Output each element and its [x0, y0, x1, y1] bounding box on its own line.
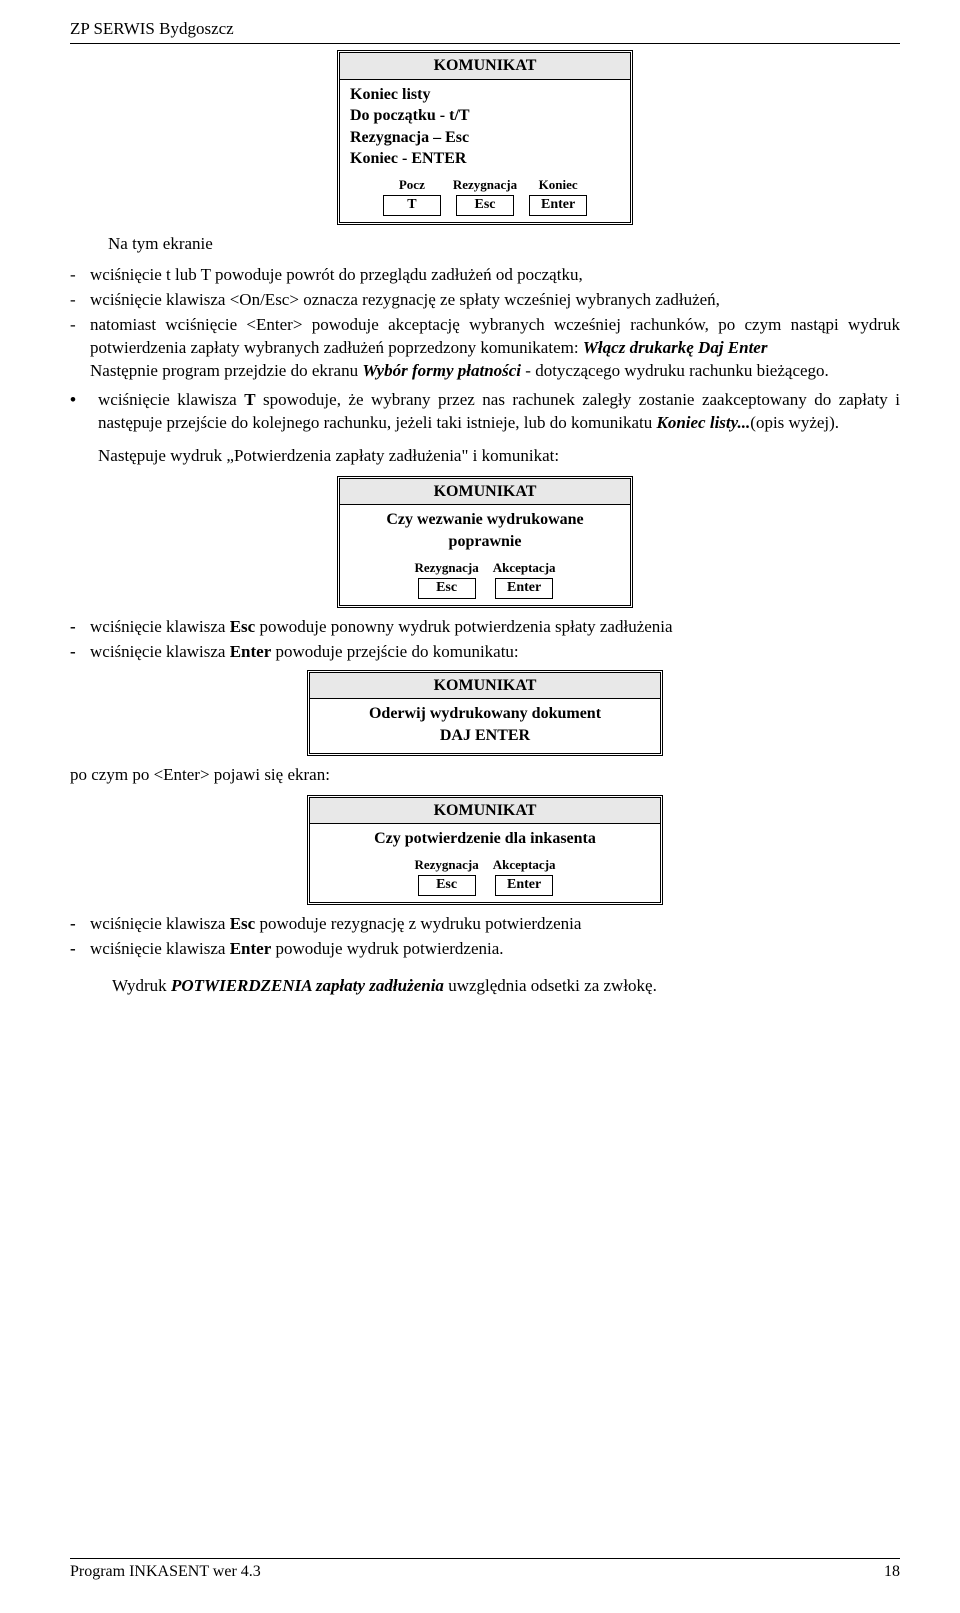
box2-line1: Czy wezwanie wydrukowane — [350, 509, 620, 531]
dash: - — [70, 913, 90, 936]
komunikat-box-3: KOMUNIKAT Oderwij wydrukowany dokument D… — [307, 670, 663, 756]
para-nastepuje-wydruk: Następuje wydruk „Potwierdzenia zapłaty … — [98, 445, 900, 468]
box3-line2: DAJ ENTER — [320, 725, 650, 747]
footer-page-number: 18 — [884, 1561, 900, 1583]
komunikat-2-title: KOMUNIKAT — [340, 479, 630, 506]
s4-list-item-1: wciśnięcie klawisza Esc powoduje rezygna… — [90, 913, 900, 936]
box4-btn1-label: Rezygnacja — [414, 856, 478, 874]
box1-line3: Rezygnacja – Esc — [350, 127, 620, 149]
box1-btn2-key: Esc — [456, 195, 514, 216]
footer-left: Program INKASENT wer 4.3 — [70, 1561, 261, 1583]
box4-btn1-key: Esc — [418, 875, 476, 896]
list-item-1: wciśnięcie t lub T powoduje powrót do pr… — [90, 264, 900, 287]
bullet-dot: • — [70, 389, 98, 435]
box4-btn2-label: Akceptacja — [493, 856, 556, 874]
box4-line1: Czy potwierdzenie dla inkasenta — [320, 828, 650, 850]
list-item-3: natomiast wciśnięcie <Enter> powoduje ak… — [90, 314, 900, 383]
komunikat-4-title: KOMUNIKAT — [310, 798, 660, 825]
box2-btn1-key: Esc — [418, 578, 476, 599]
dash: - — [70, 314, 90, 383]
dash: - — [70, 289, 90, 312]
dash: - — [70, 938, 90, 961]
list-item-2: wciśnięcie klawisza <On/Esc> oznacza rez… — [90, 289, 900, 312]
para-na-tym-ekranie: Na tym ekranie — [108, 233, 900, 256]
box1-line2: Do początku - t/T — [350, 105, 620, 127]
s2-list-item-2: wciśnięcie klawisza Enter powoduje przej… — [90, 641, 900, 664]
box1-line4: Koniec - ENTER — [350, 148, 620, 170]
s4-list-item-2: wciśnięcie klawisza Enter powoduje wydru… — [90, 938, 900, 961]
komunikat-box-2: KOMUNIKAT Czy wezwanie wydrukowane popra… — [337, 476, 633, 608]
box2-line2: poprawnie — [350, 531, 620, 553]
box2-btn2-key: Enter — [495, 578, 553, 599]
bullet-paragraph: wciśnięcie klawisza T spowoduje, że wybr… — [98, 389, 900, 435]
box1-btn3-key: Enter — [529, 195, 587, 216]
para-po-czym: po czym po <Enter> pojawi się ekran: — [70, 764, 900, 787]
company-header: ZP SERWIS Bydgoszcz — [70, 19, 234, 38]
komunikat-box-4: KOMUNIKAT Czy potwierdzenie dla inkasent… — [307, 795, 663, 906]
s2-list-item-1: wciśnięcie klawisza Esc powoduje ponowny… — [90, 616, 900, 639]
dash: - — [70, 616, 90, 639]
komunikat-box-1: KOMUNIKAT Koniec listy Do początku - t/T… — [337, 50, 633, 225]
box4-btn2-key: Enter — [495, 875, 553, 896]
box1-btn1-key: T — [383, 195, 441, 216]
komunikat-1-title: KOMUNIKAT — [340, 53, 630, 80]
box2-btn1-label: Rezygnacja — [414, 559, 478, 577]
dash: - — [70, 641, 90, 664]
box1-line1: Koniec listy — [350, 84, 620, 106]
dash: - — [70, 264, 90, 287]
box1-btn2-label: Rezygnacja — [453, 176, 517, 194]
box1-btn3-label: Koniec — [539, 176, 578, 194]
box2-btn2-label: Akceptacja — [493, 559, 556, 577]
final-statement: Wydruk POTWIERDZENIA zapłaty zadłużenia … — [112, 975, 858, 998]
box1-btn1-label: Pocz — [399, 176, 425, 194]
komunikat-3-title: KOMUNIKAT — [310, 673, 660, 700]
box3-line1: Oderwij wydrukowany dokument — [320, 703, 650, 725]
